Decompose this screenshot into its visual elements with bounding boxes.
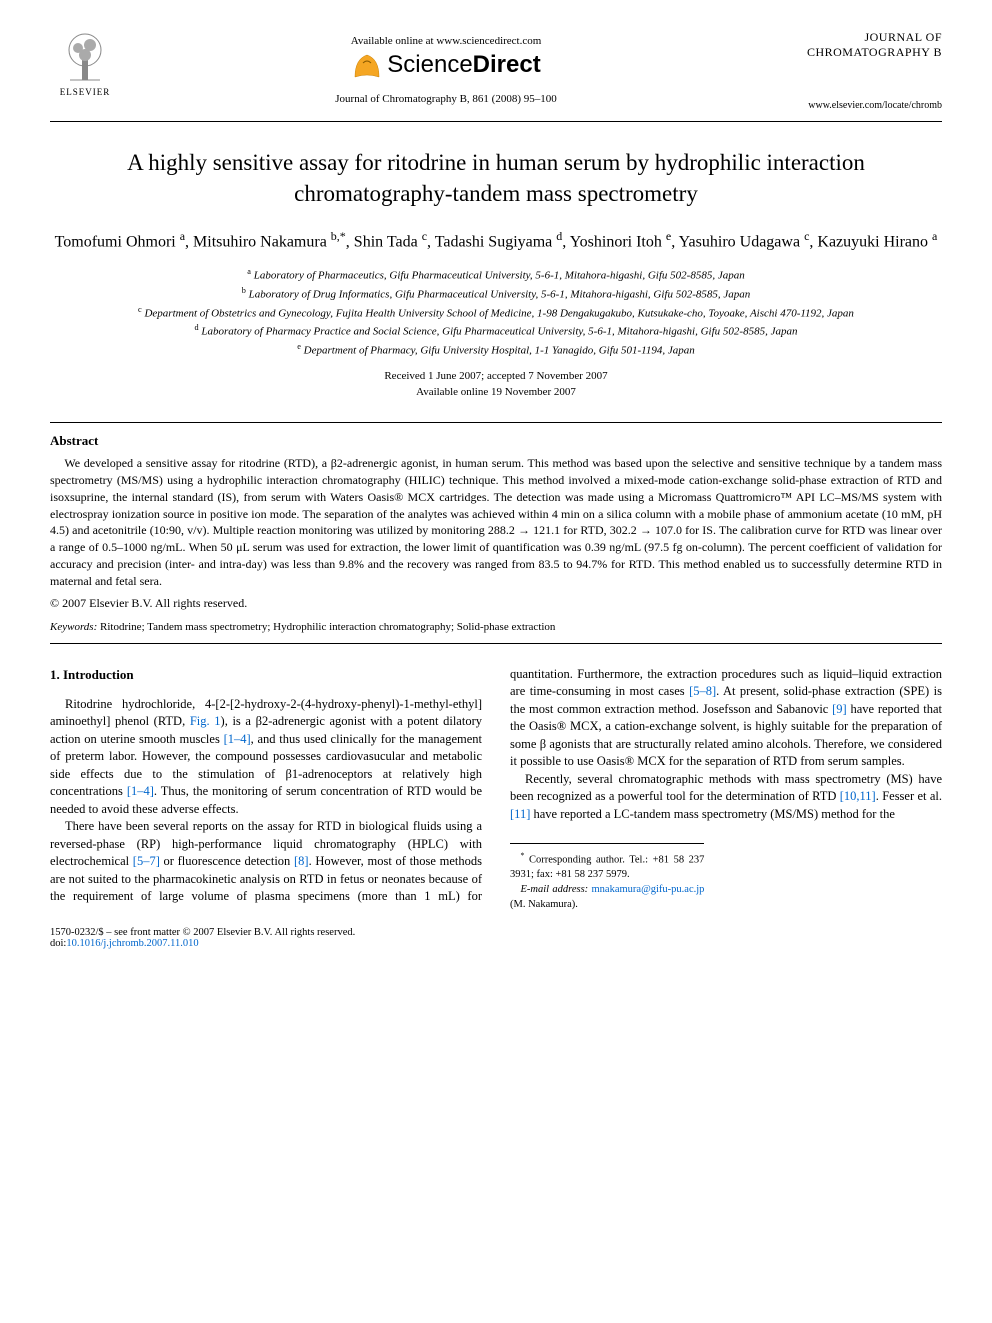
article-title: A highly sensitive assay for ritodrine i… [50, 147, 942, 209]
intro-paragraph-1: Ritodrine hydrochloride, 4-[2-[2-hydroxy… [50, 696, 482, 819]
figure-link[interactable]: Fig. 1 [190, 714, 221, 728]
journal-name-line1: JOURNAL OF [772, 30, 942, 45]
journal-title-box: JOURNAL OF CHROMATOGRAPHY B www.elsevier… [772, 30, 942, 111]
received-accepted-date: Received 1 June 2007; accepted 7 Novembe… [50, 369, 942, 384]
keywords-values: Ritodrine; Tandem mass spectrometry; Hyd… [100, 621, 555, 633]
page-footer: 1570-0232/$ – see front matter © 2007 El… [50, 927, 942, 949]
intro-paragraph-3: Recently, several chromatographic method… [510, 771, 942, 824]
abstract-section: Abstract We developed a sensitive assay … [50, 433, 942, 610]
email-link[interactable]: mnakamura@gifu-pu.ac.jp [592, 884, 705, 895]
elsevier-logo: ELSEVIER [50, 30, 120, 97]
citation-link[interactable]: [1–4] [224, 732, 251, 746]
sciencedirect-wordmark: ScienceDirect [387, 51, 540, 79]
citation-link[interactable]: [10,11] [840, 789, 876, 803]
sciencedirect-icon [351, 49, 383, 81]
elsevier-label: ELSEVIER [60, 87, 111, 97]
email-attribution: (M. Nakamura). [510, 899, 578, 910]
citation-link[interactable]: [8] [294, 854, 309, 868]
online-date: Available online 19 November 2007 [50, 385, 942, 400]
journal-reference: Journal of Chromatography B, 861 (2008) … [120, 93, 772, 105]
citation-link[interactable]: [9] [832, 702, 847, 716]
affiliation-list: a Laboratory of Pharmaceutics, Gifu Phar… [50, 266, 942, 359]
journal-url: www.elsevier.com/locate/chromb [772, 100, 942, 111]
journal-name-line2: CHROMATOGRAPHY B [772, 45, 942, 60]
corresponding-text: Corresponding author. Tel.: +81 58 237 3… [510, 855, 704, 881]
keywords-label: Keywords: [50, 621, 97, 633]
affiliation-line: c Department of Obstetrics and Gynecolog… [50, 304, 942, 323]
issn-line: 1570-0232/$ – see front matter © 2007 El… [50, 927, 942, 938]
article-dates: Received 1 June 2007; accepted 7 Novembe… [50, 369, 942, 400]
elsevier-tree-icon [60, 30, 110, 85]
corresponding-author-footnote: * Corresponding author. Tel.: +81 58 237… [510, 843, 704, 912]
body-columns: 1. Introduction Ritodrine hydrochloride,… [50, 666, 942, 913]
sciencedirect-logo: ScienceDirect [120, 49, 772, 81]
citation-link[interactable]: [5–7] [133, 854, 160, 868]
abstract-body: We developed a sensitive assay for ritod… [50, 455, 942, 589]
abstract-bottom-rule [50, 643, 942, 644]
header-rule [50, 121, 942, 122]
citation-link[interactable]: [1–4] [127, 784, 154, 798]
doi-link[interactable]: 10.1016/j.jchromb.2007.11.010 [66, 938, 198, 949]
citation-link[interactable]: [5–8] [689, 684, 716, 698]
email-label: E-mail address: [521, 884, 589, 895]
center-header: Available online at www.sciencedirect.co… [120, 30, 772, 105]
affiliation-line: b Laboratory of Drug Informatics, Gifu P… [50, 285, 942, 304]
keywords-line: Keywords: Ritodrine; Tandem mass spectro… [50, 621, 942, 633]
doi-label: doi: [50, 938, 66, 949]
abstract-heading: Abstract [50, 433, 942, 449]
section-heading-intro: 1. Introduction [50, 666, 482, 684]
author-list: Tomofumi Ohmori a, Mitsuhiro Nakamura b,… [50, 227, 942, 254]
abstract-copyright: © 2007 Elsevier B.V. All rights reserved… [50, 596, 942, 611]
citation-link[interactable]: [11] [510, 807, 530, 821]
affiliation-line: e Department of Pharmacy, Gifu Universit… [50, 341, 942, 360]
abstract-top-rule [50, 422, 942, 423]
affiliation-line: d Laboratory of Pharmacy Practice and So… [50, 322, 942, 341]
affiliation-line: a Laboratory of Pharmaceutics, Gifu Phar… [50, 266, 942, 285]
available-online-text: Available online at www.sciencedirect.co… [120, 35, 772, 47]
page-header: ELSEVIER Available online at www.science… [50, 30, 942, 111]
